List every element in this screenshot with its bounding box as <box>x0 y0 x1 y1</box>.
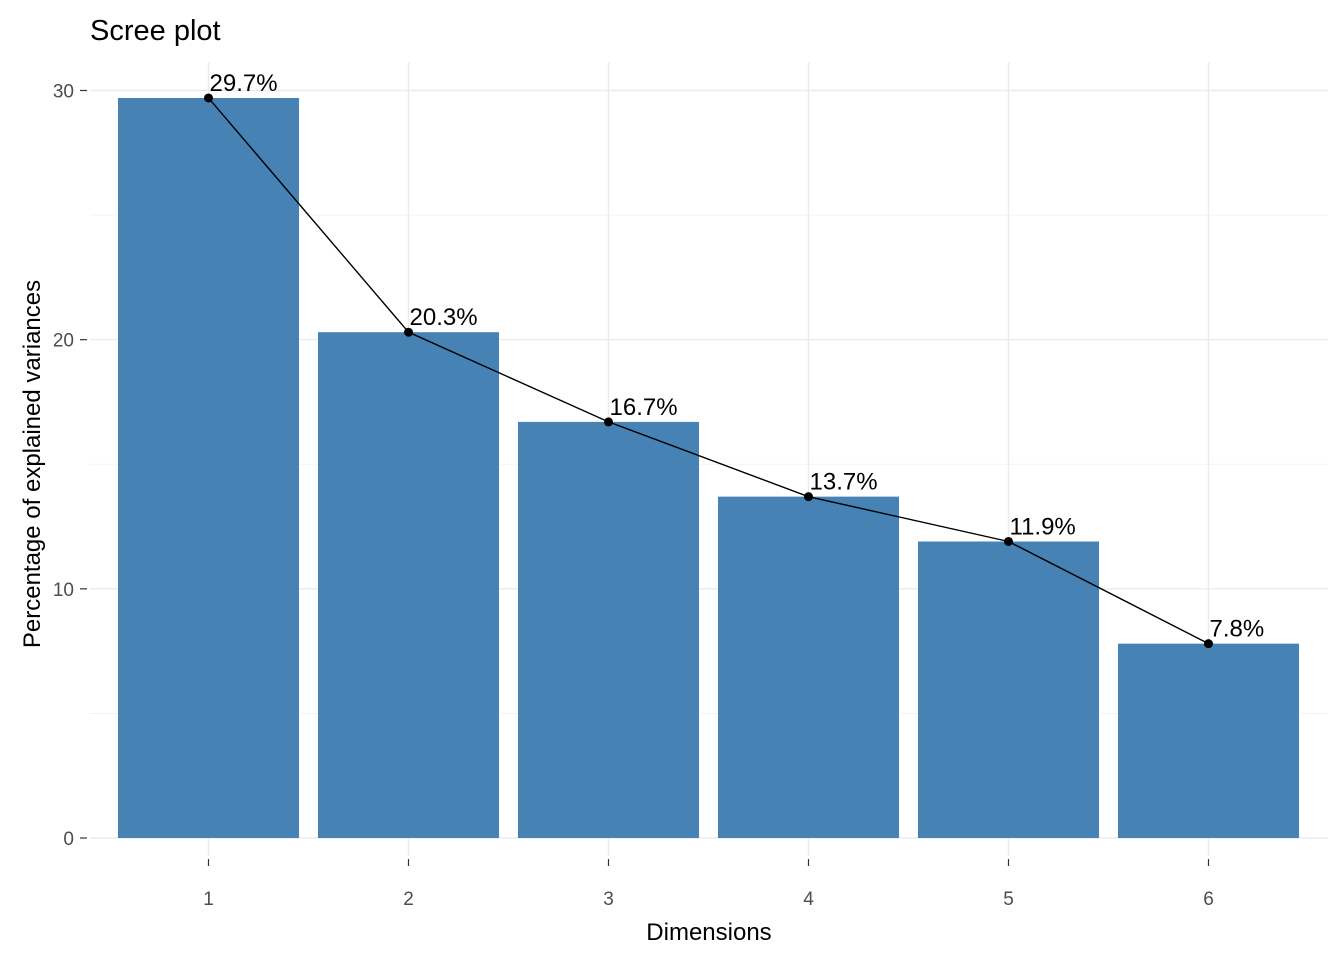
y-tick-label: 0 <box>63 829 74 850</box>
data-label-dimension-1: 29.7% <box>210 70 278 97</box>
bar-dimension-2 <box>318 332 499 838</box>
trend-point-dimension-3 <box>604 417 613 427</box>
data-label-dimension-5: 11.9% <box>1010 513 1076 540</box>
data-labels-layer: 29.7% 20.3% 16.7% 13.7% 11.9% 7.8% <box>210 70 1265 643</box>
data-label-dimension-6: 7.8% <box>1210 616 1265 643</box>
y-tick-label: 10 <box>53 580 74 601</box>
x-tick-label: 2 <box>403 889 414 910</box>
x-tick-label: 1 <box>203 889 214 910</box>
trend-point-dimension-5 <box>1004 536 1013 546</box>
trend-point-dimension-1 <box>204 93 213 103</box>
x-tick-label: 4 <box>803 889 814 910</box>
axes-layer: 0 10 20 30 1 2 3 4 5 6 <box>53 82 1214 911</box>
data-label-dimension-4: 13.7% <box>810 469 878 496</box>
x-axis-title: Dimensions <box>646 919 771 946</box>
bars-layer <box>118 97 1299 839</box>
trend-line <box>207 97 1209 645</box>
y-tick-label: 30 <box>53 82 74 103</box>
data-label-dimension-3: 16.7% <box>610 394 678 421</box>
x-tick-label: 5 <box>1003 889 1014 910</box>
trend-line-layer <box>204 93 1213 649</box>
chart-title: Scree plot <box>90 15 221 47</box>
trend-point-dimension-2 <box>404 327 413 337</box>
x-tick-label: 3 <box>603 889 614 910</box>
trend-point-dimension-6 <box>1204 639 1213 649</box>
x-tick-label: 6 <box>1203 889 1214 910</box>
bar-dimension-5 <box>918 541 1099 838</box>
bar-dimension-1 <box>118 97 299 839</box>
bar-dimension-6 <box>1118 643 1299 838</box>
y-axis-title: Percentage of explained variances <box>19 280 46 648</box>
trend-point-dimension-4 <box>804 492 813 502</box>
bar-dimension-3 <box>518 421 699 838</box>
bar-dimension-4 <box>718 496 899 838</box>
data-label-dimension-2: 20.3% <box>410 304 478 331</box>
y-tick-label: 20 <box>53 331 74 352</box>
